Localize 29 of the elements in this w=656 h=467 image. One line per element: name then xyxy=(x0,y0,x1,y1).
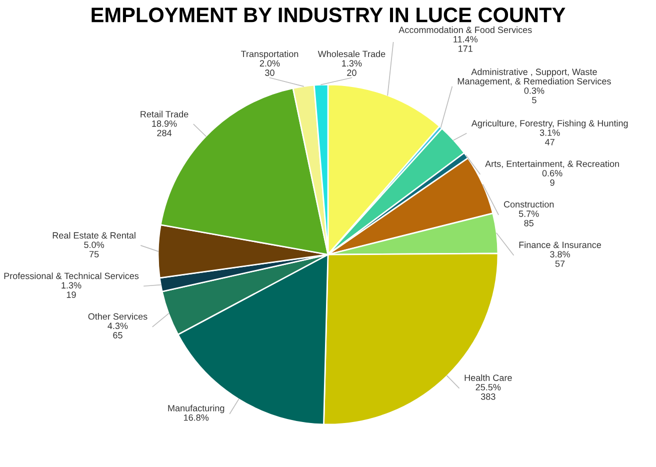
data-label: 3.8% 57 xyxy=(550,251,570,267)
slice-label: Manufacturing xyxy=(168,404,224,414)
data-label: 2.0% 30 xyxy=(260,60,280,76)
slice-label: Real Estate & Rental xyxy=(52,232,136,239)
chart-title: EMPLOYMENT BY INDUSTRY IN LUCE COUNTY xyxy=(92,8,566,22)
data-label: 25.5% 383 xyxy=(476,384,501,400)
slice-label: Other Services xyxy=(88,313,148,320)
slice-label: Health Care xyxy=(464,374,512,381)
slice-label: Administrative , Support, Waste Management, & Remediation Services xyxy=(458,68,611,86)
data-label: 1.3% 20 xyxy=(342,60,362,76)
data-label: 3.1% 47 xyxy=(540,129,560,146)
slice-label: Finance & Insurance xyxy=(519,241,602,248)
slice-label: Accommodation & Food Services xyxy=(398,26,532,34)
slice-label: Professional & Technical Services xyxy=(4,272,139,280)
data-label: 18.9% 284 xyxy=(152,120,177,136)
data-label: 5.0% 75 xyxy=(84,242,104,258)
data-label: 11.4% 171 xyxy=(454,36,478,52)
data-label: 0.6% 9 xyxy=(542,170,562,186)
data-label: 5.7% 85 xyxy=(518,210,539,226)
slice-label: Transportation xyxy=(241,50,298,59)
data-label: 1.3% 19 xyxy=(62,282,82,298)
data-label: 0.3% 5 xyxy=(524,87,544,104)
slice-label: Construction xyxy=(504,200,554,208)
slice-label: Retail Trade xyxy=(140,110,188,118)
data-label: 4.3% 65 xyxy=(108,322,128,338)
slice-label: Arts, Entertainment, & Recreation xyxy=(485,160,619,168)
slice-label: Wholesale Trade xyxy=(318,50,386,58)
data-label: 16.8% xyxy=(184,414,209,421)
slice-label: Agriculture, Forestry, Fishing & Hunting xyxy=(471,120,628,128)
